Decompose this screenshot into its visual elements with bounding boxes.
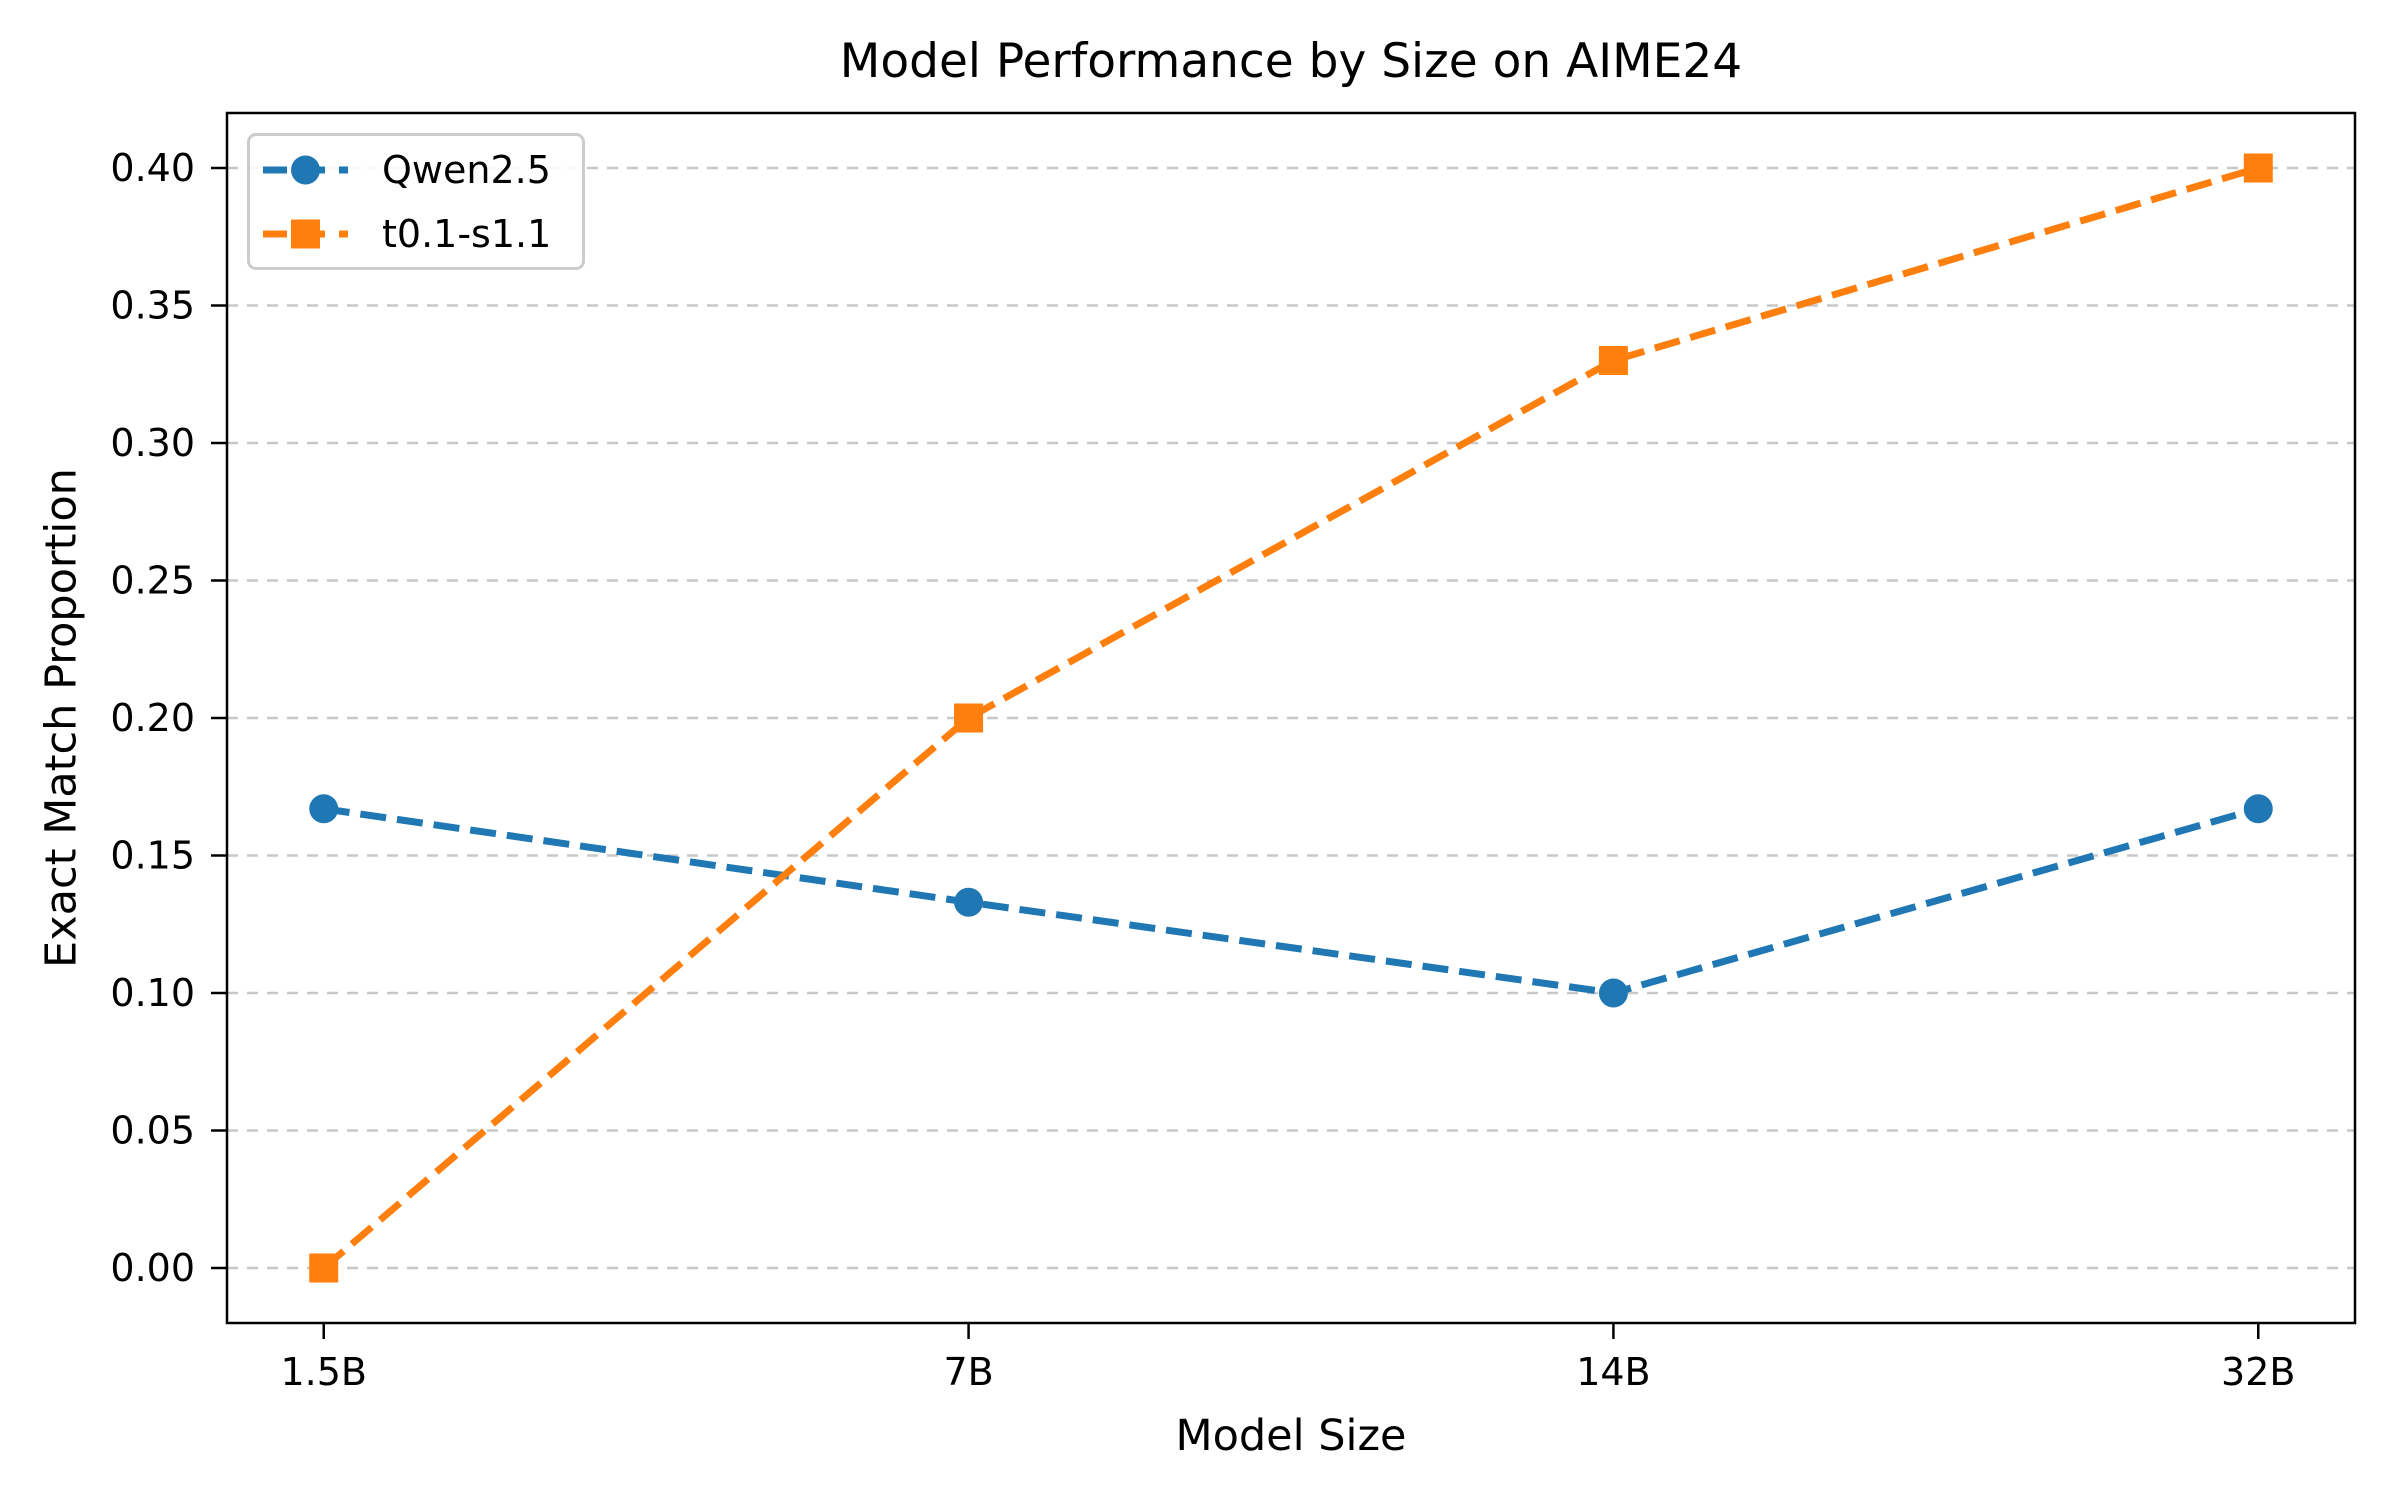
- x-tick-label: 1.5B: [280, 1350, 367, 1394]
- data-point-t0.1-s1.1: [1598, 346, 1628, 375]
- legend-circle-marker: [291, 155, 320, 184]
- series-line-Qwen2.5: [323, 805, 2260, 997]
- data-point-t0.1-s1.1: [2243, 153, 2273, 183]
- data-point-t0.1-s1.1: [309, 1253, 339, 1283]
- y-tick-label: 0.30: [110, 421, 195, 465]
- legend: Qwen2.5 t0.1-s1.1: [247, 133, 585, 270]
- legend-label-t01-s11: t0.1-s1.1: [382, 211, 552, 256]
- y-tick-label: 0.10: [110, 971, 195, 1015]
- y-tick-label: 0.40: [110, 146, 195, 190]
- chart-title: Model Performance by Size on AIME24: [839, 34, 1743, 89]
- x-tick-label: 14B: [1576, 1350, 1650, 1394]
- legend-item-qwen2-5: Qwen2.5: [263, 142, 582, 198]
- x-tick-label: 32B: [2221, 1350, 2295, 1394]
- y-axis-label: Exact Match Proportion: [36, 468, 87, 968]
- legend-swatch-square-icon: [263, 219, 348, 248]
- data-point-t0.1-s1.1: [954, 703, 984, 733]
- data-point-Qwen2.5: [954, 887, 984, 917]
- series-line-t0.1-s1.1: [321, 164, 2260, 1271]
- legend-label-qwen2-5: Qwen2.5: [382, 147, 551, 192]
- y-tick-label: 0.20: [110, 696, 195, 740]
- data-point-Qwen2.5: [2243, 794, 2273, 824]
- y-tick-label: 0.00: [110, 1246, 195, 1290]
- y-tick-label: 0.35: [110, 284, 195, 328]
- y-tick-label: 0.05: [110, 1109, 195, 1153]
- x-tick-label: 7B: [943, 1350, 993, 1394]
- data-point-Qwen2.5: [1598, 978, 1628, 1008]
- data-point-Qwen2.5: [309, 794, 339, 824]
- legend-item-t01-s11: t0.1-s1.1: [263, 206, 582, 262]
- y-tick-label: 0.15: [110, 834, 195, 878]
- y-tick-label: 0.25: [110, 559, 195, 603]
- legend-square-marker: [291, 219, 320, 248]
- x-axis-label: Model Size: [1175, 1411, 1407, 1461]
- legend-swatch-circle-icon: [263, 155, 348, 184]
